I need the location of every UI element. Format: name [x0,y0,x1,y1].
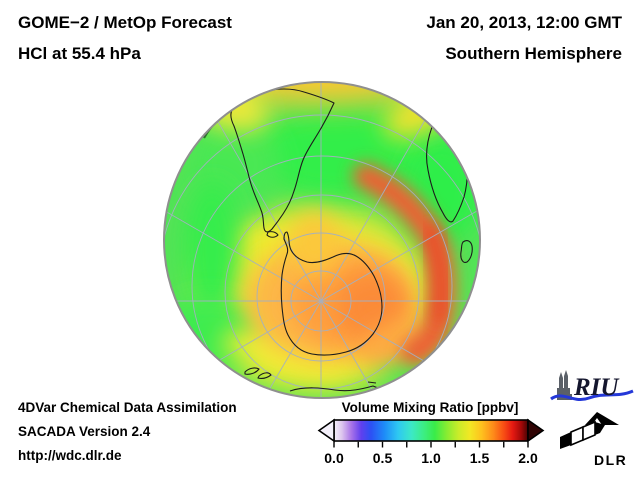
colorbar-right-arrow [527,418,545,443]
colorbar [317,418,545,448]
figure-datetime: Jan 20, 2013, 12:00 GMT [426,13,622,32]
riu-wave-icon [550,389,634,401]
globe-rim [163,81,481,399]
riu-logo-text: RIU [573,374,620,401]
figure-title: GOME−2 / MetOp Forecast [18,13,232,32]
colorbar-ticks [333,441,529,448]
header-right: Jan 20, 2013, 12:00 GMT Southern Hemisph… [426,13,622,75]
figure-subtitle: HCl at 55.4 hPa [18,44,141,63]
colorbar-title: Volume Mixing Ratio [ppbv] [341,400,519,415]
credit-url: http://wdc.dlr.de [18,448,122,463]
dlr-logo-text: DLR [594,452,627,468]
figure-region: Southern Hemisphere [445,44,622,63]
colorbar-tick-label: 1.0 [421,450,441,466]
colorbar-tick-label: 1.5 [469,450,490,466]
credits: 4DVar Chemical Data Assimilation SACADA … [18,400,237,472]
colorbar-left-arrow [317,418,335,443]
colorbar-gradient-bar [333,419,529,442]
coast-australia-south [289,381,379,392]
colorbar-tick-labels: 0.0 0.5 1.0 1.5 2.0 [324,450,537,468]
header-left: GOME−2 / MetOp Forecast HCl at 55.4 hPa [18,13,232,75]
credit-line-1: 4DVar Chemical Data Assimilation [18,400,237,415]
coast-new-zealand [244,367,272,379]
cathedral-icon [557,370,572,400]
dlr-logo: DLR [560,412,627,468]
credit-line-2: SACADA Version 2.4 [18,424,151,439]
coast-tierra-del-fuego [266,231,279,238]
riu-logo: RIU [550,370,634,401]
colorbar-tick-label: 0.0 [324,450,344,466]
dlr-emblem-icon [560,412,619,449]
coast-antarctica [280,231,383,356]
colorbar-tick-label: 0.5 [372,450,393,466]
coast-madagascar [460,240,473,263]
colorbar-tick-label: 2.0 [518,450,538,466]
coast-south-america [230,88,335,233]
